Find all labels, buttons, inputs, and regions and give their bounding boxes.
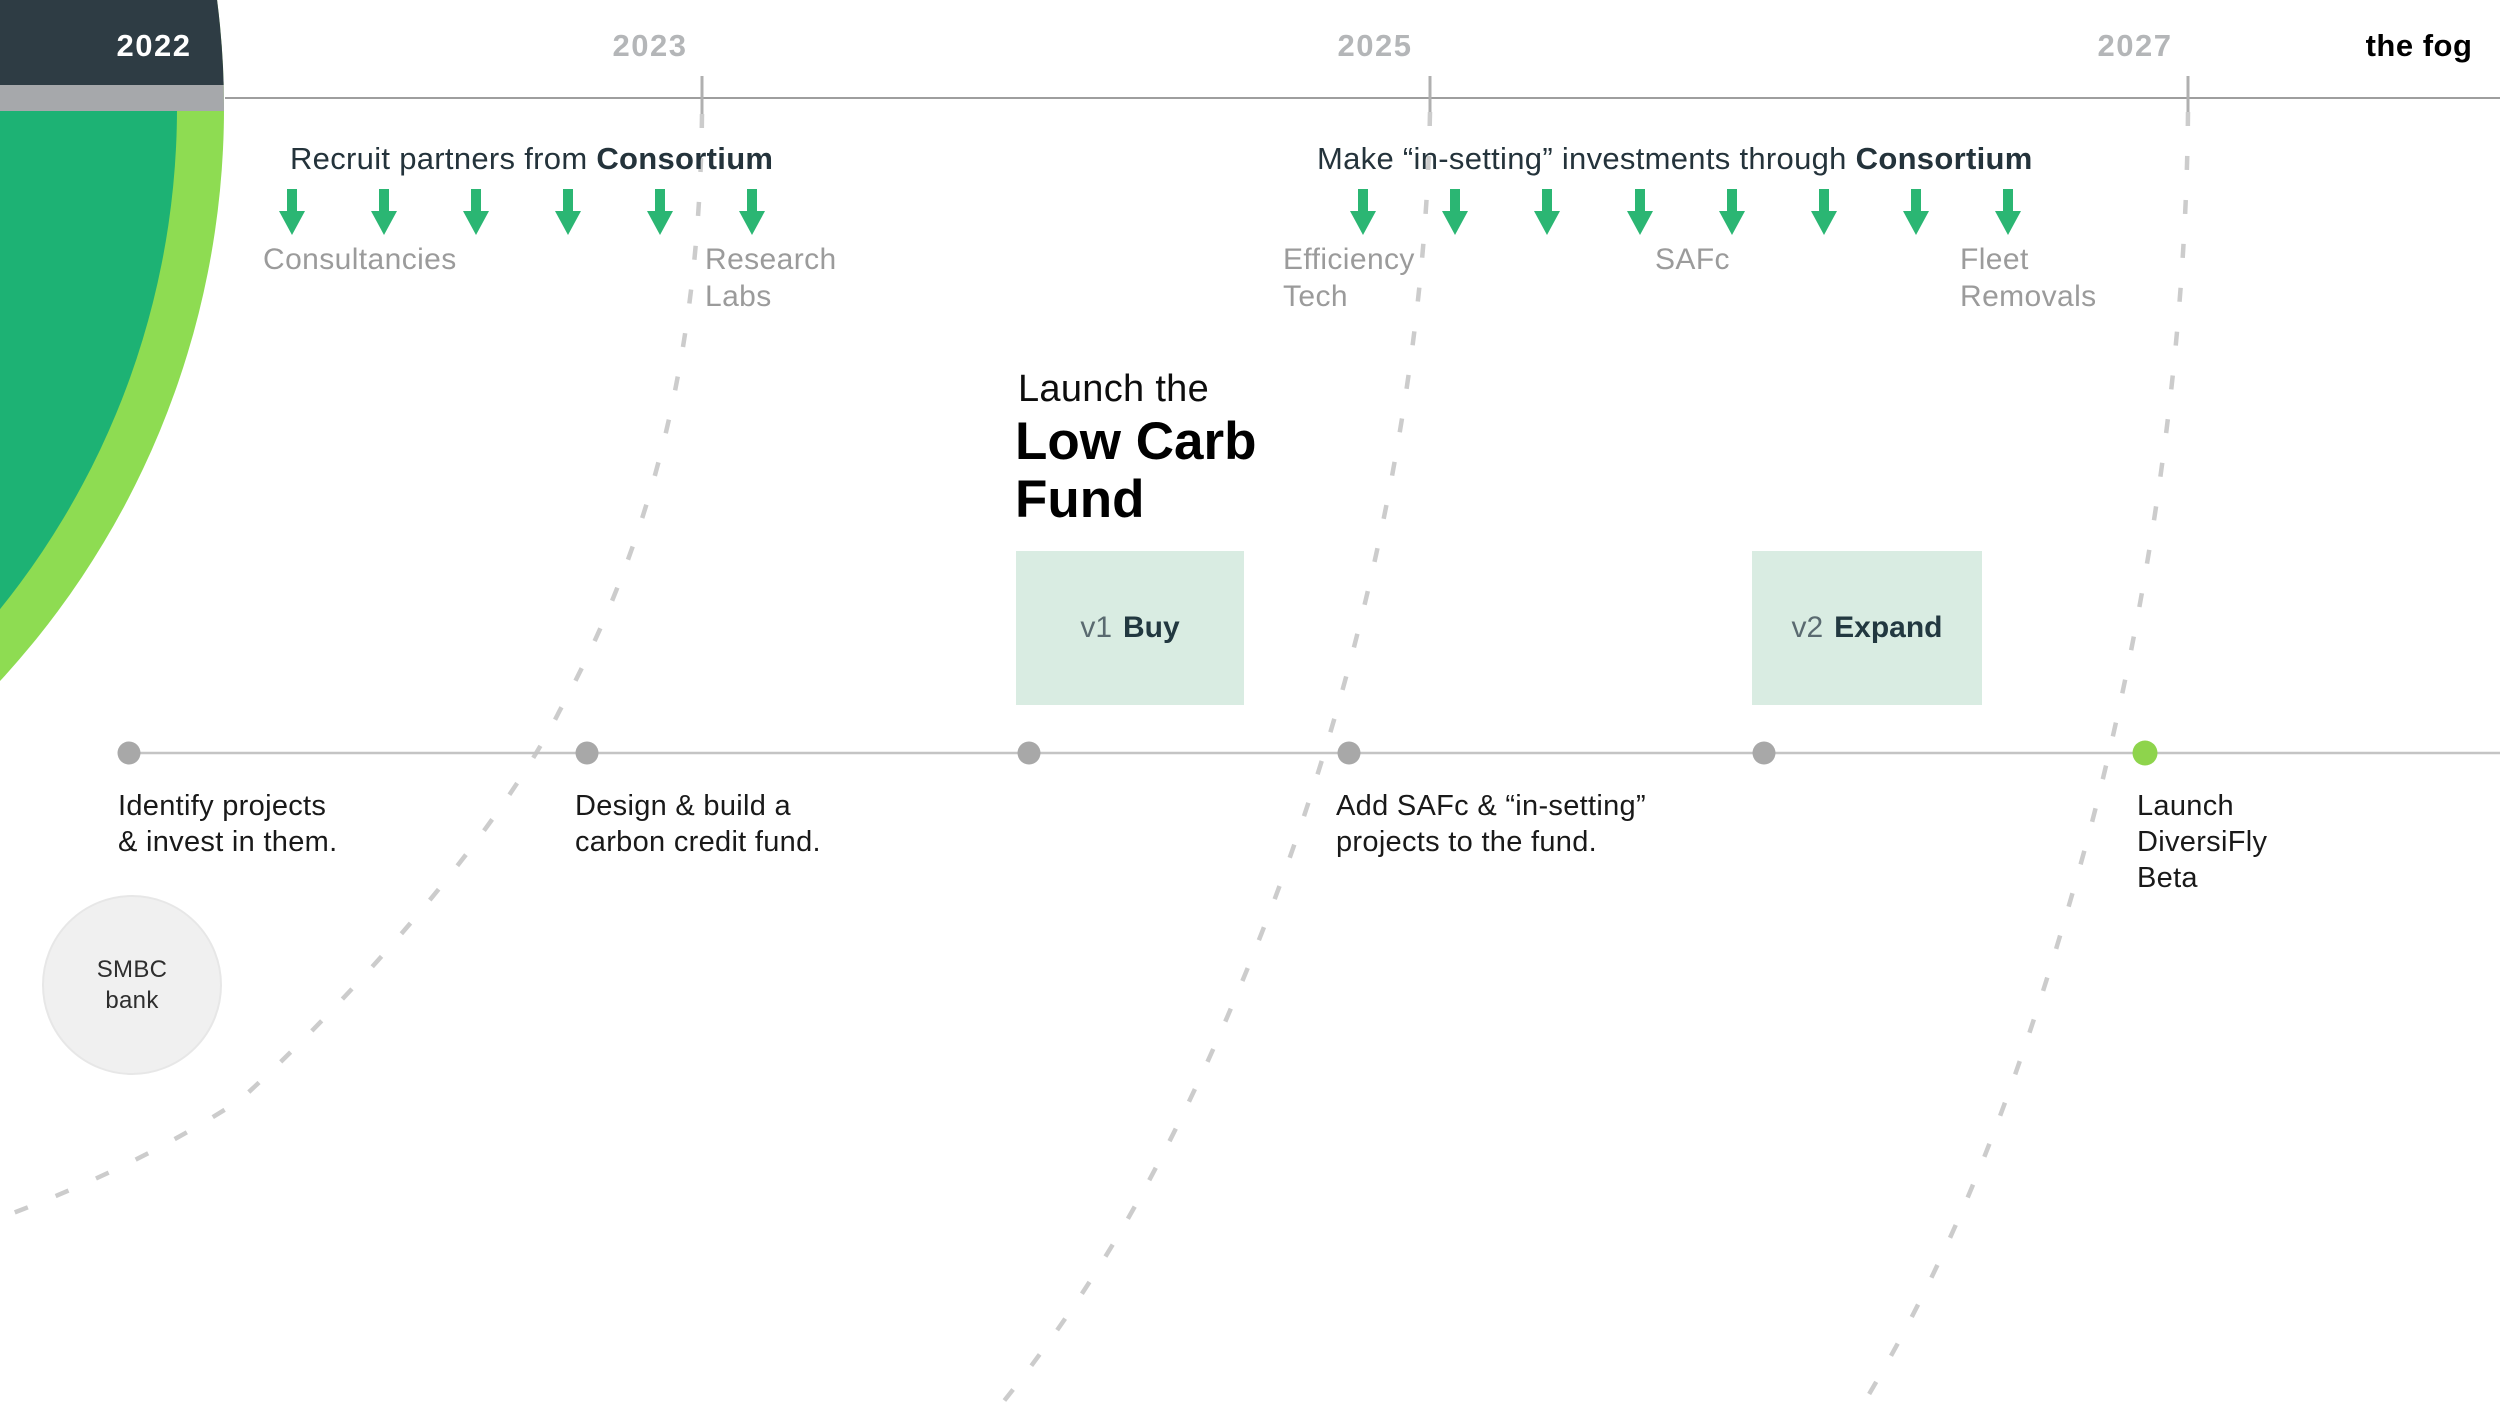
milestone-identify-projects: Identify projects & invest in them. [118,788,337,860]
version-label: Expand [1834,611,1943,644]
milestone-line: Design & build a [575,790,791,822]
year-label-2025: 2025 [1337,28,1413,63]
version-tag: v2 [1791,611,1824,644]
smbc-line: SMBC [96,956,168,983]
category-label-consultancies: Consultancies [263,241,457,278]
down-arrow-icon [371,189,397,235]
version-label: Buy [1123,611,1180,644]
milestone-line: Add SAFc & “in-setting” [1336,790,1646,822]
smbc-line: bank [105,987,159,1014]
milestone-add-safc-projects: Add SAFc & “in-setting” projects to the … [1336,788,1646,860]
year-label-2027: 2027 [2097,28,2173,63]
category-label-research-labs: Research Labs [705,241,837,315]
down-arrow-icon [555,189,581,235]
dashed-curve-2027 [1860,111,2191,1406]
year-ticks [700,76,2190,118]
category-line: SAFc [1655,243,1730,276]
milestone-line: carbon credit fund. [575,826,821,858]
down-arrow-icon [279,189,305,235]
milestone-launch-diversifly: Launch DiversiFly Beta [2137,788,2267,896]
timeline-dot-green [2132,740,2158,766]
fund-title: Low Carb Fund [1015,413,1256,529]
down-arrow-icon [1534,189,1560,235]
category-line: Fleet [1960,243,2029,276]
version-box-v2: v2 Expand [1752,551,1982,705]
category-label-safc: SAFc [1655,241,1730,278]
category-line: Tech [1283,280,1348,313]
section-heading-recruit: Recruit partners from Consortium [290,141,773,177]
milestone-line: & invest in them. [118,826,338,858]
timeline-dot [117,741,141,765]
year-label-2023: 2023 [612,28,688,63]
milestone-design-build-fund: Design & build a carbon credit fund. [575,788,821,860]
timeline-dot [575,741,599,765]
milestone-line: projects to the fund. [1336,826,1598,858]
milestone-line: DiversiFly [2137,826,2268,858]
milestone-line: Beta [2137,862,2198,894]
timeline-dot [1337,741,1361,765]
section-heading-insetting: Make “in-setting” investments through Co… [1317,141,2033,177]
down-arrow-icon [1719,189,1745,235]
down-arrow-icon [1627,189,1653,235]
down-arrow-icon [1811,189,1837,235]
fund-title-line: Low Carb [1015,412,1257,471]
heading-consortium: Consortium [1855,141,2033,176]
year-label-2022: 2022 [116,28,192,63]
down-arrow-icon [463,189,489,235]
timeline-dots [117,740,2158,766]
milestone-line: Identify projects [118,790,327,822]
down-arrow-icon [1903,189,1929,235]
dashed-year-curves [0,111,2191,1406]
down-arrow-icon [1995,189,2021,235]
milestone-line: Launch [2137,790,2234,822]
version-box-v1: v1 Buy [1016,551,1244,705]
down-arrow-icon [1350,189,1376,235]
category-line: Consultancies [263,243,457,276]
category-line: Efficiency [1283,243,1415,276]
heading-text: Make “in-setting” investments through [1317,141,1856,176]
category-line: Removals [1960,280,2097,313]
fund-title-line: Fund [1015,470,1145,529]
timeline-dot [1752,741,1776,765]
category-label-fleet-removals: Fleet Removals [1960,241,2097,315]
dashed-curve-2025 [998,111,1433,1406]
timeline-dot [1017,741,1041,765]
category-line: Labs [705,280,772,313]
down-arrow-icon [739,189,765,235]
fund-intro-text: Launch the [1018,368,1210,410]
corner-arc-shape [0,0,224,681]
fog-label: the fog [2365,28,2473,63]
heading-text: Recruit partners from [290,141,597,176]
category-line: Research [705,243,837,276]
down-arrow-icon [1442,189,1468,235]
down-arrow-icon [647,189,673,235]
heading-consortium: Consortium [596,141,774,176]
category-label-efficiency-tech: Efficiency Tech [1283,241,1415,315]
version-tag: v1 [1080,611,1112,644]
smbc-bank-bubble: SMBC bank [42,895,222,1075]
